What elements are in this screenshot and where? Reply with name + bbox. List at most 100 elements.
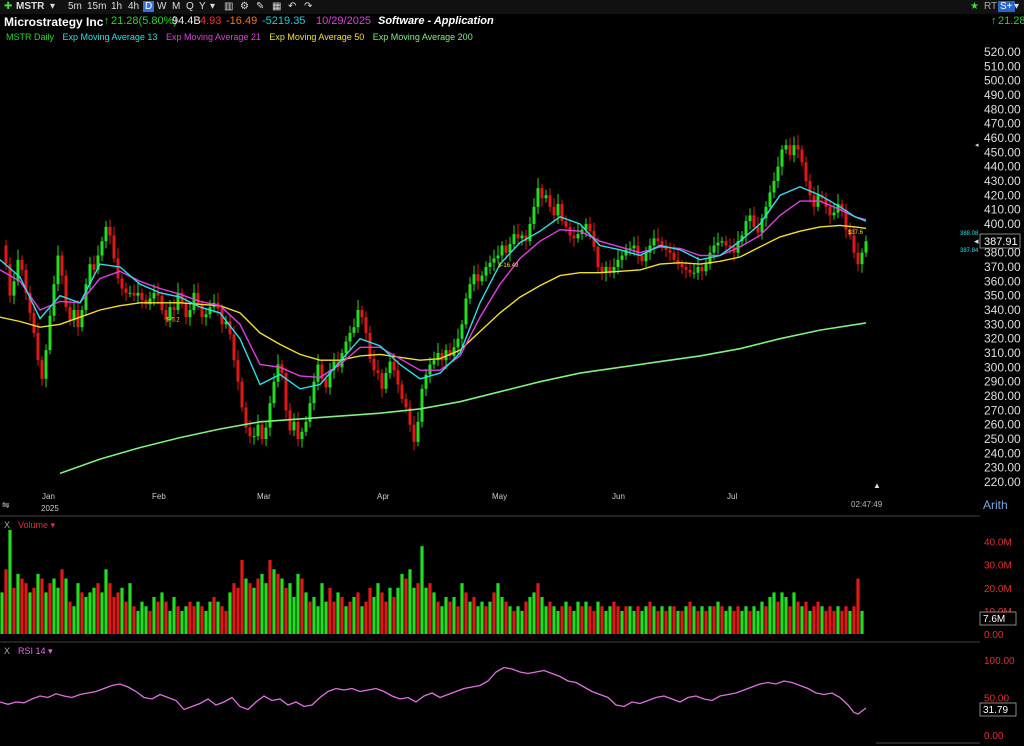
stat-3: -5219.35 — [262, 15, 306, 27]
candle-body — [28, 292, 32, 313]
symbol-input[interactable]: MSTR — [16, 1, 45, 12]
price-tick-label: 320.00 — [984, 332, 1021, 346]
legend-price[interactable]: MSTR Daily — [6, 32, 55, 42]
candle-body — [120, 278, 124, 289]
volume-bar — [824, 610, 828, 634]
candle-body — [568, 226, 572, 236]
volume-bar — [820, 606, 824, 634]
tf-15m[interactable]: 15m — [87, 1, 107, 12]
volume-bar — [156, 601, 160, 634]
triangle-up-icon[interactable]: ▲ — [873, 481, 881, 490]
time-axis: Jan Feb Mar Apr May Jun Jul 2025 — [41, 492, 737, 513]
volume-bar — [260, 573, 264, 634]
volume-bar — [764, 606, 768, 634]
tf-d[interactable]: D — [143, 1, 155, 12]
candle-body — [328, 370, 332, 388]
candle-body — [792, 145, 796, 156]
price-tick-label: 340.00 — [984, 303, 1021, 317]
volume-bar — [216, 601, 220, 634]
volume-bar — [500, 597, 504, 634]
settings-icon[interactable]: ⚙ — [240, 1, 249, 12]
scroll-icon[interactable]: ⇋ — [2, 500, 10, 510]
candle-body — [672, 252, 676, 260]
volume-bar — [180, 610, 184, 634]
s-plus-badge[interactable]: S+ — [998, 1, 1015, 12]
legend-ema200[interactable]: Exp Moving Average 200 — [372, 32, 473, 42]
tf-4h[interactable]: 4h — [128, 1, 140, 12]
scale-mode[interactable]: Arith — [983, 498, 1008, 512]
volume-bar — [68, 601, 72, 634]
volume-bar — [176, 606, 180, 634]
candle-body — [420, 388, 424, 422]
volume-bar — [580, 606, 584, 634]
legend-ema50[interactable]: Exp Moving Average 50 — [269, 32, 365, 42]
volume-bar — [800, 606, 804, 634]
rsi-tick-label: 100.00 — [984, 656, 1015, 667]
volume-bar — [544, 606, 548, 634]
volume-bar — [72, 606, 76, 634]
draw-icon[interactable]: ✎ — [256, 1, 265, 12]
volume-bar — [204, 610, 208, 634]
tf-q[interactable]: Q — [186, 1, 194, 12]
close-icon[interactable]: X — [4, 520, 10, 530]
year-label: 2025 — [41, 504, 59, 513]
volume-bar — [772, 592, 776, 634]
volume-bar — [828, 606, 832, 634]
chevron-down-icon[interactable]: ▾ — [210, 1, 216, 12]
candle-body — [188, 310, 192, 318]
volume-bar — [308, 601, 312, 634]
candle-body — [324, 378, 328, 388]
volume-bar — [80, 592, 84, 634]
candle-body — [480, 275, 484, 282]
chevron-down-icon[interactable]: ▾ — [1014, 1, 1020, 12]
volume-legend[interactable]: Volume ▾ — [18, 520, 56, 530]
star-icon[interactable]: ★ — [970, 1, 979, 12]
candle-body — [448, 350, 452, 356]
plus-icon[interactable]: ✚ — [4, 1, 13, 12]
tf-w[interactable]: W — [157, 1, 167, 12]
candle-body — [656, 238, 660, 242]
price-axis[interactable]: 520.00510.00500.00490.00480.00470.00460.… — [984, 45, 1021, 489]
tf-1h[interactable]: 1h — [111, 1, 123, 12]
candle-body — [632, 245, 636, 249]
candle-body — [356, 310, 360, 328]
month-label: Mar — [257, 492, 271, 501]
chart-type-icon[interactable]: ▥ — [224, 1, 234, 12]
layout-icon[interactable]: ▦ — [272, 1, 282, 12]
volume-bar — [188, 601, 192, 634]
candle-body — [500, 245, 504, 256]
redo-icon[interactable]: ↷ — [304, 1, 313, 12]
chevron-down-icon[interactable]: ▾ — [50, 1, 56, 12]
candle-body — [544, 195, 548, 199]
rsi-legend[interactable]: RSI 14 ▾ — [18, 646, 53, 656]
rsi-axis[interactable]: 100.00 50.00 0.00 — [984, 656, 1015, 742]
candle-body — [360, 310, 364, 318]
arrow-up-icon: ↑ — [104, 15, 110, 27]
candle-body — [640, 255, 644, 262]
candle-body — [112, 235, 116, 259]
candle-body — [524, 235, 528, 242]
tf-m[interactable]: M — [172, 1, 181, 12]
tf-5m[interactable]: 5m — [68, 1, 82, 12]
volume-tick-label: 0.00 — [984, 630, 1004, 641]
legend-ema13[interactable]: Exp Moving Average 13 — [62, 32, 158, 42]
undo-icon[interactable]: ↶ — [288, 1, 297, 12]
candle-body — [364, 317, 368, 333]
volume-stat: 94.4B — [172, 15, 201, 27]
company-name: Microstrategy Inc — [4, 15, 104, 29]
ema200-line — [59, 322, 867, 475]
candle-body — [840, 203, 844, 210]
tf-y[interactable]: Y — [199, 1, 206, 12]
volume-bar — [844, 606, 848, 634]
candle-body — [476, 274, 480, 282]
candle-body — [760, 218, 764, 233]
close-icon[interactable]: X — [4, 646, 10, 656]
volume-bar — [484, 606, 488, 634]
volume-bar — [616, 606, 620, 634]
legend-ema21[interactable]: Exp Moving Average 21 — [165, 32, 261, 42]
volume-bar — [496, 583, 500, 634]
price-tick-label: 250.00 — [984, 432, 1021, 446]
candle-body — [828, 206, 832, 216]
